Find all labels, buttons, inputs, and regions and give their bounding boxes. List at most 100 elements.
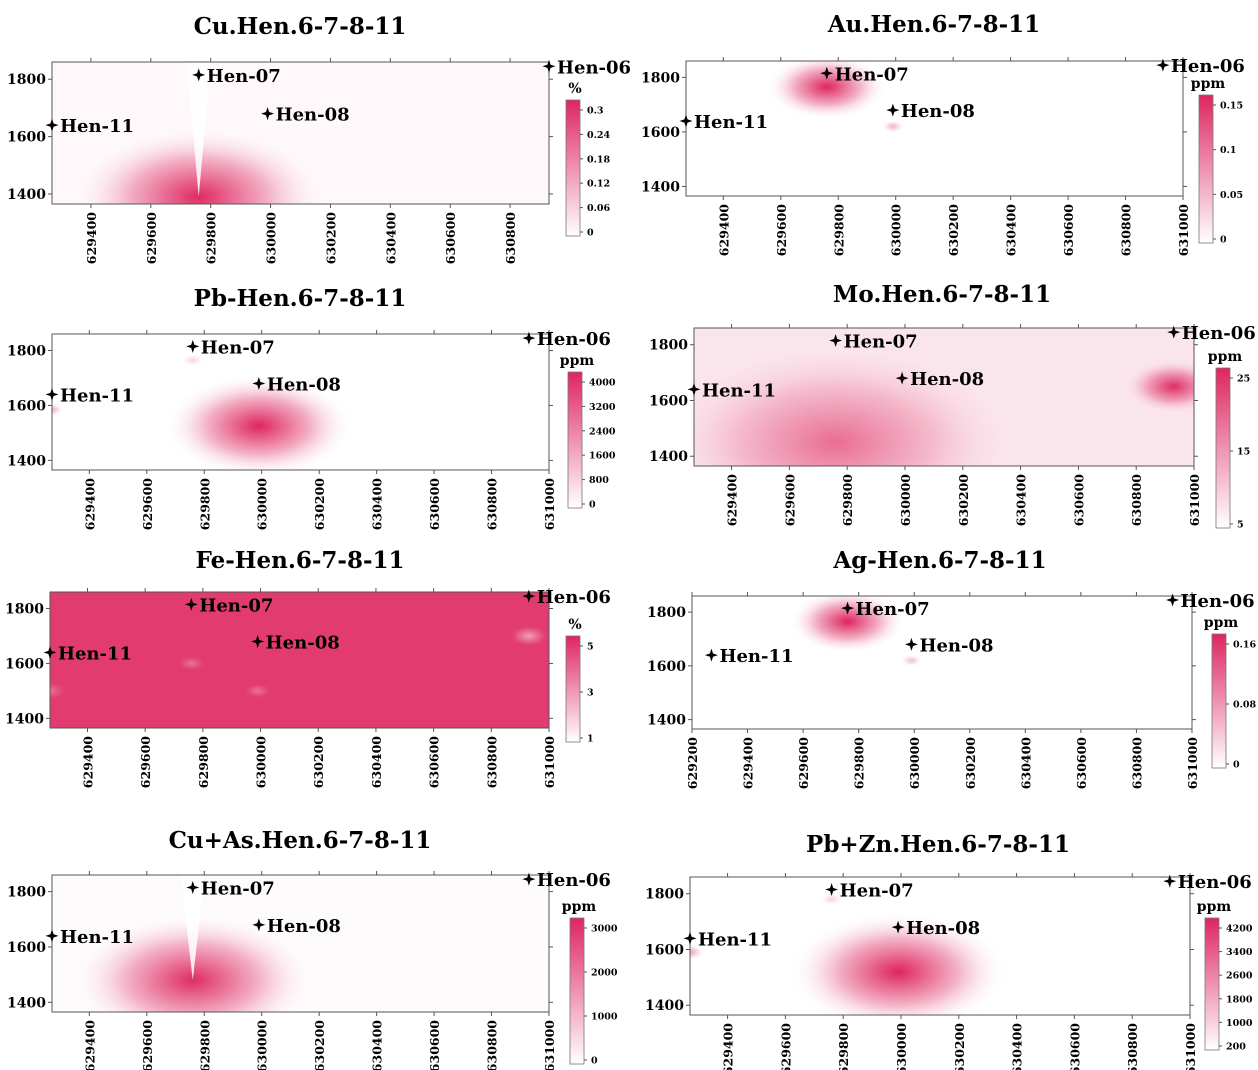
chart-title: Cu+As.Hen.6-7-8-11 — [169, 827, 432, 854]
colorbar-label: 4000 — [589, 378, 616, 389]
y-tick-label: 1400 — [647, 713, 686, 729]
colorbar-unit: ppm — [562, 899, 597, 915]
y-tick-label: 1800 — [7, 885, 46, 901]
colorbar-label: 4200 — [1226, 924, 1253, 935]
x-tick-label: 630400 — [369, 736, 384, 788]
well-marker — [251, 634, 265, 648]
y-tick-label: 1600 — [7, 398, 46, 414]
well-label: Hen-11 — [702, 380, 776, 401]
heatmap-field — [52, 875, 549, 1012]
x-tick-label: 629200 — [685, 737, 700, 789]
well-marker — [1156, 58, 1170, 72]
x-tick-label: 630600 — [1074, 737, 1089, 789]
x-tick-label: 629400 — [82, 478, 97, 530]
colorbar-label: 0.1 — [1220, 145, 1237, 156]
x-tick-label: 629800 — [831, 204, 846, 256]
well-marker — [252, 918, 266, 932]
colorbar-label: 3 — [587, 688, 594, 699]
x-tick-label: 629600 — [138, 736, 153, 788]
y-tick-label: 1400 — [7, 453, 46, 469]
well-marker — [895, 371, 909, 385]
x-tick-label: 629800 — [197, 478, 212, 530]
plot-frame — [691, 595, 1193, 730]
x-tick-label: 630800 — [1129, 737, 1144, 789]
heatmap-panel-7: Cu+As.Hen.6-7-8-11 1400 1600 1800 629400 6296… — [7, 827, 618, 1070]
y-tick-label: 1800 — [647, 605, 686, 621]
colorbar — [1211, 633, 1227, 769]
plot-frame — [49, 591, 550, 729]
colorbar — [565, 99, 581, 237]
well-label: Hen-11 — [60, 385, 134, 406]
colorbar-unit: ppm — [1208, 349, 1243, 365]
colorbar-unit: ppm — [1197, 899, 1232, 915]
well-label: Hen-07 — [207, 66, 281, 87]
x-tick-label: 630400 — [370, 1020, 385, 1070]
y-tick-label: 1800 — [641, 70, 680, 86]
well-marker — [679, 114, 693, 128]
x-tick-label: 630800 — [484, 736, 499, 788]
colorbar-label: 5 — [1237, 520, 1244, 531]
x-tick-label: 630000 — [907, 737, 922, 789]
x-tick-label: 629800 — [852, 737, 867, 789]
colorbar — [1198, 94, 1214, 244]
heatmap-field — [52, 62, 549, 204]
well-label: Hen-07 — [840, 881, 914, 902]
well-marker — [186, 880, 200, 894]
well-marker — [1166, 593, 1180, 607]
well-marker — [891, 920, 905, 934]
x-tick-label: 629400 — [716, 204, 731, 256]
colorbar-label: 0.3 — [587, 106, 604, 117]
x-tick-label: 630800 — [485, 478, 500, 530]
colorbar-label: 0 — [589, 500, 596, 511]
anomaly-notch — [186, 62, 211, 197]
well-label: Hen-06 — [537, 329, 611, 350]
colorbar-label: 1600 — [589, 451, 616, 462]
colorbar — [1215, 367, 1231, 529]
well-label: Hen-07 — [856, 599, 930, 620]
x-tick-label: 630400 — [383, 212, 398, 264]
x-tick-label: 630200 — [312, 478, 327, 530]
heatmap-panel-3: Pb-Hen.6-7-8-11 1400 1600 1800 629400 629600 6… — [7, 285, 616, 530]
y-tick-label: 1400 — [7, 995, 46, 1011]
well-marker — [820, 66, 834, 80]
well-label: Hen-07 — [844, 332, 918, 353]
x-tick-label: 629400 — [84, 212, 99, 264]
x-tick-label: 630000 — [889, 204, 904, 256]
x-tick-label: 629400 — [80, 736, 95, 788]
x-tick-label: 630600 — [427, 478, 442, 530]
well-marker — [45, 387, 59, 401]
colorbar-label: 3400 — [1226, 947, 1253, 958]
colorbar — [565, 635, 581, 743]
x-tick-label: 631000 — [542, 1020, 557, 1070]
colorbar-label: 0.08 — [1233, 700, 1257, 711]
x-tick-label: 630200 — [311, 736, 326, 788]
chart-title: Fe-Hen.6-7-8-11 — [196, 547, 405, 574]
well-marker — [522, 589, 536, 603]
heatmap-field — [692, 596, 1192, 729]
x-tick-label: 630400 — [1018, 737, 1033, 789]
colorbar-label: 1000 — [1226, 1018, 1253, 1029]
x-tick-label: 631000 — [542, 478, 557, 530]
y-tick-label: 1600 — [5, 656, 44, 672]
colorbar-label: 2000 — [591, 968, 618, 979]
chart-title: Pb-Hen.6-7-8-11 — [194, 285, 407, 312]
well-label: Hen-11 — [60, 927, 134, 948]
x-tick-label: 630200 — [956, 474, 971, 526]
heatmap-field — [694, 328, 1194, 466]
x-tick-label: 630400 — [1014, 474, 1029, 526]
plot-frame — [685, 60, 1184, 197]
well-marker — [1163, 874, 1177, 888]
anomaly-hotspot — [1124, 359, 1194, 414]
x-tick-label: 629800 — [196, 736, 211, 788]
x-tick-label: 630000 — [264, 212, 279, 264]
colorbar-label: 5 — [587, 642, 594, 653]
colorbar-label: 0.06 — [587, 203, 611, 214]
well-label: Hen-07 — [201, 337, 275, 358]
colorbar-label: 0 — [1233, 760, 1240, 771]
well-marker — [829, 334, 843, 348]
well-marker — [43, 645, 57, 659]
well-marker — [184, 597, 198, 611]
x-tick-label: 629600 — [140, 478, 155, 530]
anomaly-hotspot — [789, 596, 906, 654]
